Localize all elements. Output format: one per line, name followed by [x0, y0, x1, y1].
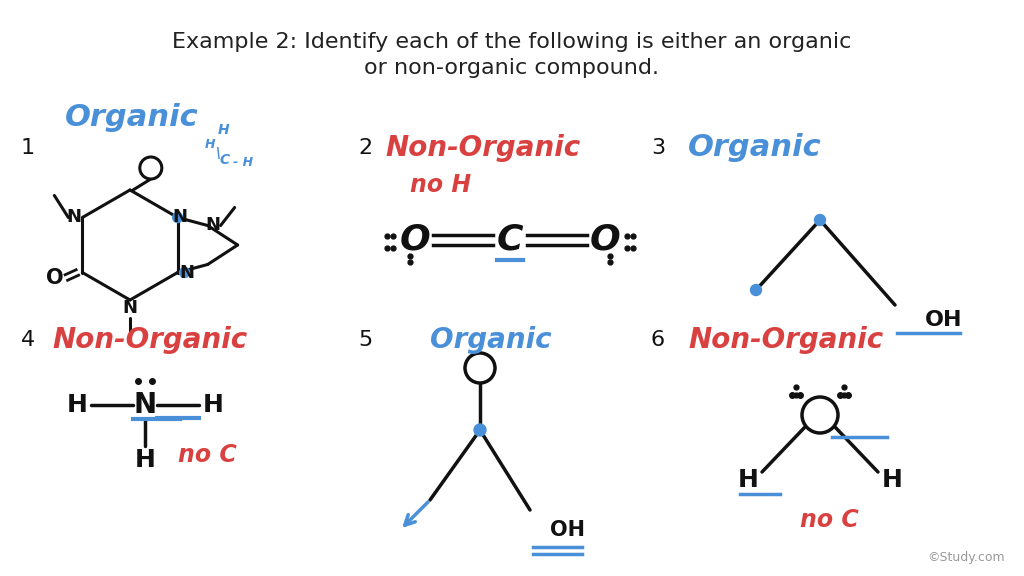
Text: no C: no C: [800, 508, 859, 532]
Text: 3: 3: [651, 138, 665, 158]
Text: O: O: [45, 267, 63, 287]
Text: N: N: [67, 209, 82, 226]
Text: C: C: [497, 223, 523, 257]
Circle shape: [474, 424, 486, 436]
Text: N: N: [179, 263, 195, 282]
Text: Non-Organic: Non-Organic: [688, 326, 884, 354]
Text: H: H: [134, 448, 156, 472]
Text: OH: OH: [925, 310, 963, 330]
Text: ©Study.com: ©Study.com: [928, 551, 1005, 564]
Text: H: H: [205, 138, 215, 151]
Text: Organic: Organic: [688, 134, 821, 162]
Text: N: N: [172, 209, 187, 226]
Text: - H: - H: [233, 157, 253, 169]
Text: N: N: [205, 217, 220, 234]
Circle shape: [173, 213, 182, 222]
Text: no H: no H: [410, 173, 471, 197]
Circle shape: [814, 214, 825, 225]
Text: H: H: [737, 468, 759, 492]
Text: Organic: Organic: [65, 104, 199, 132]
Circle shape: [465, 353, 495, 383]
Text: or non-organic compound.: or non-organic compound.: [365, 58, 659, 78]
Text: H: H: [882, 468, 902, 492]
Text: Organic: Organic: [430, 326, 552, 354]
Text: 6: 6: [651, 330, 665, 350]
Circle shape: [179, 267, 189, 278]
Text: O: O: [399, 223, 430, 257]
Text: N: N: [133, 391, 157, 419]
Text: \: \: [215, 146, 220, 160]
Text: H: H: [218, 123, 229, 137]
Text: N: N: [123, 299, 137, 317]
Text: 2: 2: [358, 138, 372, 158]
Text: Example 2: Identify each of the following is either an organic: Example 2: Identify each of the followin…: [172, 32, 852, 52]
Text: Non-Organic: Non-Organic: [52, 326, 247, 354]
Text: OH: OH: [550, 520, 585, 540]
Circle shape: [140, 157, 162, 179]
Circle shape: [751, 285, 762, 295]
Circle shape: [802, 397, 838, 433]
Text: O: O: [590, 223, 621, 257]
Text: H: H: [203, 393, 223, 417]
Text: 4: 4: [20, 330, 35, 350]
Text: 1: 1: [20, 138, 35, 158]
Text: no C: no C: [178, 443, 237, 467]
Text: Non-Organic: Non-Organic: [385, 134, 581, 162]
Text: C: C: [220, 153, 230, 167]
Text: H: H: [67, 393, 87, 417]
Text: 5: 5: [357, 330, 372, 350]
